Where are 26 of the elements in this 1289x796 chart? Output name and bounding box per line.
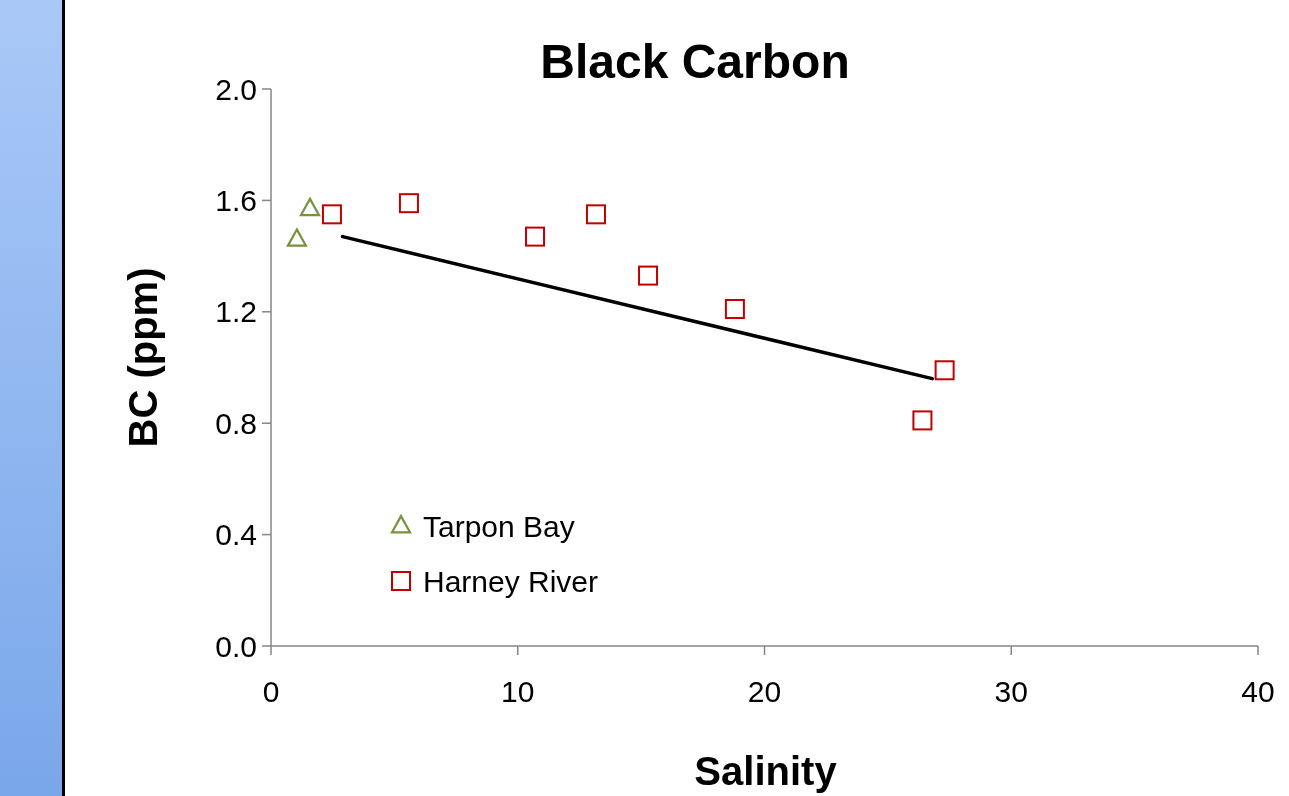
point <box>321 204 342 225</box>
x-tick-label: 30 <box>994 675 1028 708</box>
x-tick-label: 0 <box>262 675 280 708</box>
point <box>398 193 419 214</box>
y-axis-title: BC (ppm) <box>121 267 165 448</box>
x-axis-title: Salinity <box>694 749 838 793</box>
point <box>585 204 606 225</box>
y-tick-label: 1.2 <box>215 295 257 329</box>
point <box>299 197 321 217</box>
point <box>286 228 308 247</box>
x-tick-label: 10 <box>501 675 535 708</box>
point <box>638 265 659 286</box>
y-tick-label: 0.0 <box>215 629 257 663</box>
point <box>934 360 955 381</box>
y-tick-label: 0.8 <box>215 406 257 440</box>
y-tick-label: 2.0 <box>215 72 257 106</box>
point <box>525 226 546 247</box>
x-tick-label: 20 <box>747 675 782 708</box>
point <box>912 410 933 431</box>
chart-title: Black Carbon <box>540 35 850 88</box>
legend-label: Tarpon Bay <box>423 509 575 543</box>
y-tick-label: 1.6 <box>215 183 257 217</box>
point <box>724 299 745 320</box>
x-tick-label: 40 <box>1241 675 1275 708</box>
y-tick-label: 0.4 <box>215 518 257 552</box>
legend-label: Harney River <box>423 564 599 598</box>
